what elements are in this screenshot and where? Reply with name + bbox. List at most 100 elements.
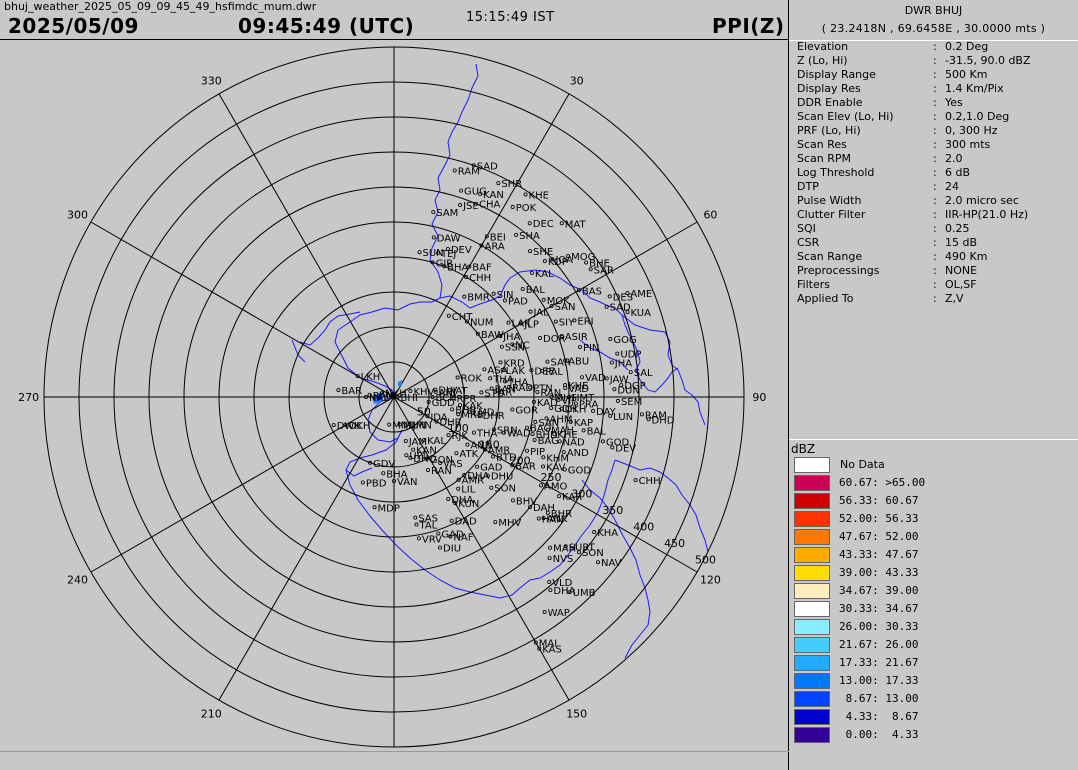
param-value: -31.5, 90.0 dBZ: [945, 54, 1031, 67]
legend-separator: [789, 439, 1078, 440]
place-label: BAW: [481, 330, 504, 341]
place-marker: GIR: [430, 258, 453, 269]
place-label: KAN: [416, 446, 437, 457]
place-marker: SAD: [471, 161, 498, 172]
place-label: SAL: [634, 368, 653, 379]
azimuth-label: 210: [201, 707, 222, 720]
place-label: THA: [476, 429, 498, 440]
legend-swatch: [794, 709, 830, 725]
place-label: BHE: [589, 258, 610, 269]
legend-swatch: [794, 637, 830, 653]
place-label: SRN: [497, 425, 518, 436]
place-marker: DHO: [408, 454, 437, 465]
param-colon: :: [933, 152, 937, 165]
place-label: GAD: [441, 529, 464, 540]
place-label: BMR: [467, 293, 489, 304]
place-label: MAH: [553, 544, 576, 555]
range-ring-label: 450: [664, 537, 685, 550]
param-value: NONE: [945, 264, 978, 277]
place-marker: BAF: [467, 263, 492, 274]
place-marker: BAL: [520, 285, 545, 296]
param-key: DTP: [797, 180, 819, 193]
legend-swatch: [794, 601, 830, 617]
place-label: BHI: [401, 393, 418, 404]
place-label: DKH: [565, 405, 587, 416]
azimuth-labels: 30 60 90 120 150 210 240 270 300 330: [18, 75, 766, 721]
utc-time-label: 09:45:49 (UTC): [238, 14, 415, 38]
place-marker: DAW: [431, 233, 461, 244]
place-marker: SAR: [545, 358, 571, 369]
param-value: 2.0 micro sec: [945, 194, 1019, 207]
place-label: AMR: [488, 446, 510, 457]
place-label: NUM: [470, 317, 493, 328]
place-marker: SURT: [563, 542, 596, 553]
place-label: DHA: [467, 471, 489, 482]
place-marker: AME: [625, 289, 652, 300]
place-marker: AMR: [456, 476, 484, 487]
place-marker: PRA: [573, 399, 598, 410]
place-marker: ABU: [563, 357, 589, 368]
date-label: 2025/05/09: [8, 14, 139, 38]
place-label: SHA: [519, 231, 540, 242]
place-label: CHH: [639, 476, 661, 487]
place-marker: KAN: [478, 190, 504, 201]
place-label: PTN: [533, 383, 553, 394]
place-label: MRB: [461, 410, 484, 421]
place-marker: KAL: [422, 436, 446, 447]
place-label: AND: [567, 448, 589, 459]
range-ring-label: 150: [479, 438, 500, 451]
place-marker: CHH: [633, 476, 661, 487]
place-marker: SON: [576, 548, 604, 559]
place-label: JLP: [523, 320, 539, 331]
place-marker: RAM: [452, 166, 480, 177]
place-label: MUN: [403, 420, 426, 431]
place-marker: RAN: [426, 466, 452, 477]
param-value: Z,V: [945, 292, 964, 305]
place-label: MHV: [498, 518, 521, 529]
param-colon: :: [933, 264, 937, 277]
place-label: JMN: [412, 420, 432, 431]
place-label: KHM: [546, 453, 569, 464]
place-marker: DIU: [438, 544, 461, 555]
place-marker: BHB: [450, 405, 477, 416]
place-marker: GDV: [368, 459, 395, 470]
legend-label: 0.00: 4.33: [839, 728, 919, 741]
place-label: SHR: [501, 179, 522, 190]
place-label: BHV: [516, 496, 537, 507]
param-key: Z (Lo, Hi): [797, 54, 848, 67]
place-label: TAL: [418, 521, 437, 532]
place-marker: SAN: [533, 418, 559, 429]
place-label: SAD: [610, 303, 631, 314]
place-label: UPL: [409, 451, 428, 462]
place-label: SSN: [505, 343, 525, 354]
place-marker: MAH: [548, 544, 576, 555]
place-label: SON: [494, 484, 516, 495]
legend-swatch: [794, 511, 830, 527]
place-label: DAD: [455, 517, 477, 528]
station-title: DWR BHUJ: [904, 4, 963, 17]
place-marker: DHA: [462, 471, 489, 482]
place-marker: SAS: [413, 514, 438, 525]
legend-swatch: [794, 691, 830, 707]
param-key: Scan Res: [797, 138, 847, 151]
coastline-map: [291, 63, 709, 659]
place-marker: JAM: [403, 437, 427, 448]
param-key: Scan Range: [797, 250, 863, 263]
param-key: SQI: [797, 222, 816, 235]
place-marker: DEE: [529, 366, 555, 377]
place-label: PBD: [366, 479, 387, 490]
place-marker: DEC: [527, 219, 554, 230]
place-marker: NUM: [464, 317, 493, 328]
place-marker: BHV: [510, 496, 537, 507]
info-panel: DWR BHUJ ( 23.2418N , 69.6458E , 30.0000…: [789, 0, 1078, 770]
place-label: BAL: [587, 426, 607, 437]
place-marker: CHA: [474, 200, 501, 211]
place-marker: THA: [502, 377, 529, 388]
param-row: Applied To: Z,V: [797, 292, 964, 306]
place-marker: DAD: [449, 517, 477, 528]
place-label: DEC: [533, 219, 554, 230]
place-marker: DEV: [610, 443, 636, 454]
param-value: 0.2 Deg: [945, 40, 989, 53]
place-marker: SHA: [514, 231, 540, 242]
